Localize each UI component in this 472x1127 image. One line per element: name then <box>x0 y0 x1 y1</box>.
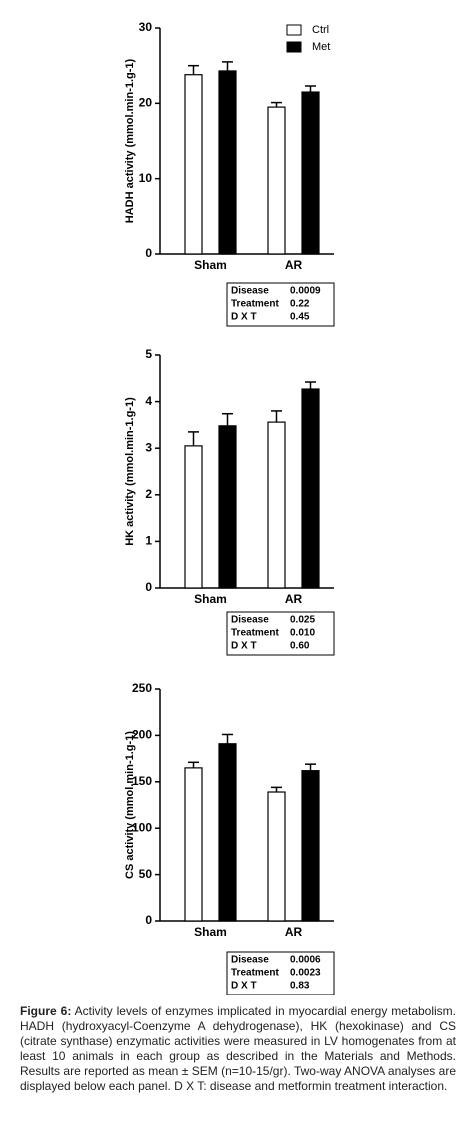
y-tick-label: 4 <box>145 394 152 408</box>
stats-label: Treatment <box>231 299 279 310</box>
y-axis-label: HADH activity (mmol.min-1.g-1) <box>124 58 136 223</box>
bar <box>267 421 286 589</box>
bar <box>218 70 237 255</box>
y-tick-label: 0 <box>145 580 152 594</box>
stats-value: 0.0006 <box>290 955 321 966</box>
y-tick-label: 200 <box>132 728 152 742</box>
y-axis-label: HK activity (mmol.min-1.g-1) <box>124 397 136 546</box>
bar <box>184 74 203 255</box>
y-tick-label: 30 <box>139 20 153 34</box>
x-tick-label: AR <box>285 925 303 939</box>
bar <box>301 91 320 255</box>
stats-value: 0.0023 <box>290 968 321 979</box>
stats-box <box>226 282 335 327</box>
stats-label: Treatment <box>231 628 279 639</box>
stats-value: 0.010 <box>290 628 315 639</box>
stats-value: 0.22 <box>290 299 310 310</box>
stats-label: Disease <box>231 955 269 966</box>
y-tick-label: 2 <box>145 487 152 501</box>
stats-label: D X T <box>231 981 257 992</box>
x-tick-label: Sham <box>194 925 227 939</box>
bar <box>267 106 286 255</box>
caption: Figure 6: Activity levels of enzymes imp… <box>20 1004 456 1094</box>
bar <box>301 388 320 589</box>
y-tick-label: 100 <box>132 820 152 834</box>
bar <box>218 743 237 922</box>
legend-label: Ctrl <box>312 24 329 36</box>
y-tick-label: 20 <box>139 96 153 110</box>
stats-label: D X T <box>231 312 257 323</box>
stats-box <box>226 611 335 656</box>
stats-value: 0.0009 <box>290 286 321 297</box>
y-tick-label: 5 <box>145 347 152 361</box>
bar <box>184 767 203 922</box>
legend-swatch <box>286 41 302 53</box>
stats-label: Treatment <box>231 968 279 979</box>
stats-value: 0.025 <box>290 615 315 626</box>
legend-swatch <box>286 24 302 36</box>
y-tick-label: 10 <box>139 171 153 185</box>
stats-label: D X T <box>231 641 257 652</box>
bar <box>218 425 237 589</box>
caption-text: Activity levels of enzymes implicated in… <box>20 1004 456 1093</box>
bar <box>301 770 320 922</box>
bar <box>267 791 286 922</box>
y-tick-label: 0 <box>145 246 152 260</box>
x-tick-label: AR <box>285 592 303 606</box>
stats-value: 0.45 <box>290 312 310 323</box>
bar <box>184 445 203 589</box>
y-tick-label: 3 <box>145 440 152 454</box>
x-tick-label: Sham <box>194 258 227 272</box>
y-tick-label: 1 <box>145 534 152 548</box>
legend-label: Met <box>312 41 330 53</box>
caption-label: Figure 6: <box>20 1004 72 1018</box>
x-tick-label: Sham <box>194 592 227 606</box>
x-tick-label: AR <box>285 258 303 272</box>
stats-label: Disease <box>231 615 269 626</box>
y-tick-label: 150 <box>132 774 152 788</box>
y-tick-label: 0 <box>145 913 152 927</box>
stats-label: Disease <box>231 286 269 297</box>
stats-value: 0.60 <box>290 641 310 652</box>
y-tick-label: 250 <box>132 681 152 695</box>
stats-value: 0.83 <box>290 981 310 992</box>
y-axis-label: CS activity (mmol.min-1.g-1) <box>124 731 136 879</box>
y-tick-label: 50 <box>139 867 153 881</box>
